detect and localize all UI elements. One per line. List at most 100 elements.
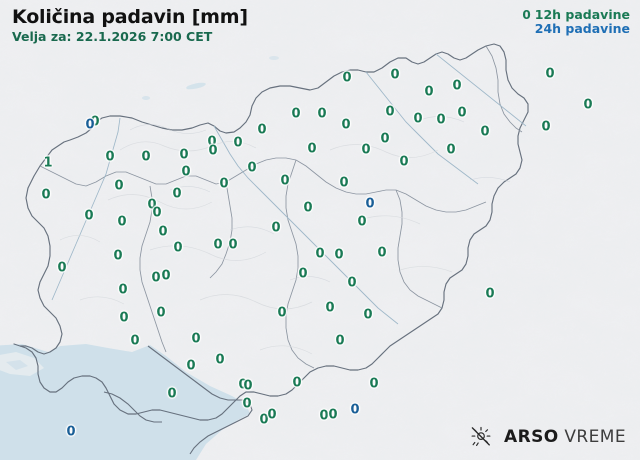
station-marker[interactable]: 0: [259, 412, 269, 428]
station-marker[interactable]: 0: [341, 117, 351, 133]
station-marker[interactable]: 0: [172, 186, 182, 202]
station-marker[interactable]: 0: [207, 134, 217, 150]
station-marker[interactable]: 0: [84, 208, 94, 224]
station-marker[interactable]: 0: [317, 106, 327, 122]
station-marker[interactable]: 0: [247, 160, 257, 176]
station-marker[interactable]: 0: [213, 237, 223, 253]
station-marker[interactable]: 0: [347, 275, 357, 291]
station-marker[interactable]: 0: [436, 112, 446, 128]
station-marker[interactable]: 0: [363, 307, 373, 323]
station-marker[interactable]: 0: [583, 97, 593, 113]
station-marker[interactable]: 0: [66, 424, 76, 440]
station-marker[interactable]: 0: [413, 111, 423, 127]
map-header: Količina padavin [mm] Velja za: 22.1.202…: [12, 6, 248, 45]
station-marker[interactable]: 0: [85, 117, 95, 133]
arso-vreme-logo: ARSO VREME: [470, 426, 626, 448]
station-marker[interactable]: 0: [238, 377, 248, 393]
station-marker[interactable]: 0: [342, 70, 352, 86]
station-marker[interactable]: 0: [161, 268, 171, 284]
station-marker[interactable]: 0: [158, 224, 168, 240]
station-marker[interactable]: 0: [303, 200, 313, 216]
station-marker[interactable]: 0: [485, 286, 495, 302]
station-marker[interactable]: 0: [181, 164, 191, 180]
station-marker[interactable]: 0: [280, 173, 290, 189]
station-marker[interactable]: 0: [369, 376, 379, 392]
station-marker[interactable]: 0: [319, 408, 329, 424]
legend: 0 12h padavine 24h padavine: [522, 8, 630, 36]
station-marker[interactable]: 0: [541, 119, 551, 135]
station-marker[interactable]: 0: [41, 187, 51, 203]
station-marker[interactable]: 0: [271, 220, 281, 236]
station-marker[interactable]: 0: [219, 176, 229, 192]
station-marker[interactable]: 0: [377, 245, 387, 261]
river-drava: [365, 71, 479, 185]
station-marker[interactable]: 0: [380, 131, 390, 147]
station-marker[interactable]: 0: [315, 246, 325, 262]
station-marker[interactable]: 0: [292, 375, 302, 391]
station-marker[interactable]: 0: [147, 197, 157, 213]
station-marker[interactable]: 0: [335, 333, 345, 349]
station-marker[interactable]: 0: [424, 84, 434, 100]
station-marker[interactable]: 0: [452, 78, 462, 94]
river-sava: [213, 125, 399, 325]
station-marker[interactable]: 0: [152, 205, 162, 221]
station-marker[interactable]: 0: [179, 147, 189, 163]
station-marker[interactable]: 0: [385, 104, 395, 120]
station-marker[interactable]: 0: [339, 175, 349, 191]
region-boundary-central: [295, 159, 487, 213]
region-boundary-north: [39, 157, 297, 187]
station-marker[interactable]: 0: [130, 333, 140, 349]
station-marker[interactable]: 0: [307, 141, 317, 157]
station-marker[interactable]: 0: [325, 300, 335, 316]
station-marker[interactable]: 0: [228, 237, 238, 253]
station-marker[interactable]: 0: [90, 114, 100, 130]
station-marker[interactable]: 1: [43, 155, 53, 171]
river-soca: [51, 117, 121, 301]
station-marker[interactable]: 0: [113, 248, 123, 264]
station-marker[interactable]: 0: [208, 143, 218, 159]
station-marker[interactable]: 0: [118, 282, 128, 298]
station-marker[interactable]: 0: [243, 378, 253, 394]
station-marker[interactable]: 0: [267, 407, 277, 423]
page-title: Količina padavin [mm]: [12, 6, 248, 28]
station-marker[interactable]: 0: [114, 178, 124, 194]
station-marker[interactable]: 0: [141, 149, 151, 165]
station-marker[interactable]: 0: [328, 407, 338, 423]
station-marker[interactable]: 0: [361, 142, 371, 158]
station-marker[interactable]: 0: [105, 149, 115, 165]
valid-time-label: Velja za: 22.1.2026 7:00 CET: [12, 29, 213, 44]
station-marker[interactable]: 0: [167, 386, 177, 402]
legend-sample-marker: 0: [522, 8, 531, 22]
station-marker[interactable]: 0: [215, 352, 225, 368]
station-marker[interactable]: 0: [298, 266, 308, 282]
legend-row-24h: 24h padavine: [522, 22, 630, 36]
station-marker[interactable]: 0: [117, 214, 127, 230]
station-marker[interactable]: 0: [233, 135, 243, 151]
logo-arso-text: ARSO: [504, 427, 559, 447]
sun-rays-icon: [471, 426, 491, 447]
station-marker[interactable]: 0: [156, 305, 166, 321]
station-marker[interactable]: 0: [446, 142, 456, 158]
station-marker[interactable]: 0: [291, 106, 301, 122]
station-marker[interactable]: 0: [173, 240, 183, 256]
station-marker[interactable]: 0: [277, 305, 287, 321]
station-marker[interactable]: 0: [191, 331, 201, 347]
station-marker[interactable]: 0: [151, 270, 161, 286]
station-marker[interactable]: 0: [350, 402, 360, 418]
station-marker[interactable]: 0: [545, 66, 555, 82]
station-marker[interactable]: 0: [57, 260, 67, 276]
station-marker[interactable]: 0: [119, 310, 129, 326]
station-marker[interactable]: 0: [357, 214, 367, 230]
river-mura: [435, 53, 527, 127]
station-marker[interactable]: 0: [242, 396, 252, 412]
station-marker[interactable]: 0: [334, 247, 344, 263]
station-marker[interactable]: 0: [365, 196, 375, 212]
station-marker[interactable]: 0: [399, 154, 409, 170]
station-marker[interactable]: 0: [257, 122, 267, 138]
station-marker[interactable]: 0: [457, 105, 467, 121]
station-marker[interactable]: 0: [186, 358, 196, 374]
station-marker[interactable]: 0: [390, 67, 400, 83]
station-marker[interactable]: 0: [480, 124, 490, 140]
